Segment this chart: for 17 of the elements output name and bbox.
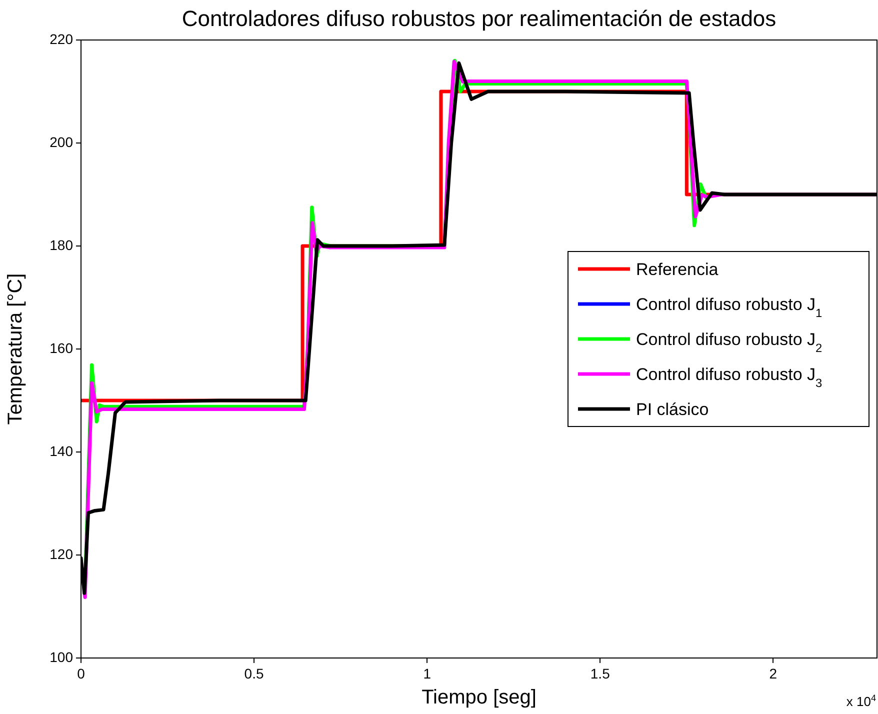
x-tick-label: 0 [77, 665, 86, 682]
x-tick-label: 1 [423, 665, 432, 682]
y-tick-label: 120 [50, 546, 74, 562]
y-tick-label: 100 [50, 648, 74, 665]
y-tick-label: 160 [50, 340, 74, 356]
legend-label: Referencia [636, 260, 719, 279]
x-tick-label: 0.5 [244, 665, 264, 682]
y-tick-label: 180 [50, 236, 74, 253]
y-tick-label: 140 [50, 442, 74, 459]
legend-label: PI clásico [636, 400, 709, 419]
x-tick-label: 1.5 [590, 665, 610, 682]
x-axis-title: Tiempo [seg] [422, 686, 536, 709]
y-tick-label: 220 [50, 30, 74, 47]
y-tick-label: 200 [50, 134, 74, 150]
x-tick-label: 2 [769, 665, 778, 682]
y-axis-title: Temperatura [°C] [4, 273, 27, 425]
chart-title: Controladores difuso robustos por realimentación de estados [182, 6, 776, 31]
